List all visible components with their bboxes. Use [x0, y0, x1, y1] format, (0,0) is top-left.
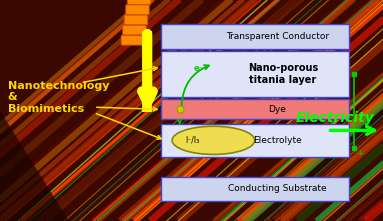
FancyBboxPatch shape: [161, 177, 349, 201]
Text: Nanotechnology
&
Biomimetics: Nanotechnology & Biomimetics: [8, 81, 109, 114]
FancyBboxPatch shape: [161, 99, 349, 119]
Text: Nano-porous
titania layer: Nano-porous titania layer: [248, 63, 318, 85]
Text: +: +: [356, 149, 364, 158]
Text: Conducting Substrate: Conducting Substrate: [228, 185, 327, 193]
Text: Electricity: Electricity: [296, 111, 375, 125]
FancyBboxPatch shape: [126, 5, 149, 15]
Polygon shape: [0, 110, 69, 221]
FancyBboxPatch shape: [161, 124, 349, 157]
FancyBboxPatch shape: [161, 51, 349, 97]
Text: Transparent Conductor: Transparent Conductor: [226, 32, 329, 41]
Text: e⁻: e⁻: [193, 64, 203, 73]
Text: Dye: Dye: [268, 105, 286, 114]
FancyBboxPatch shape: [161, 24, 349, 49]
FancyBboxPatch shape: [121, 35, 144, 45]
FancyBboxPatch shape: [123, 25, 146, 35]
FancyBboxPatch shape: [124, 15, 147, 25]
Text: Electrolyte: Electrolyte: [253, 136, 301, 145]
FancyBboxPatch shape: [127, 0, 151, 4]
Text: I⁻/I₃: I⁻/I₃: [186, 136, 200, 145]
Ellipse shape: [172, 126, 255, 154]
